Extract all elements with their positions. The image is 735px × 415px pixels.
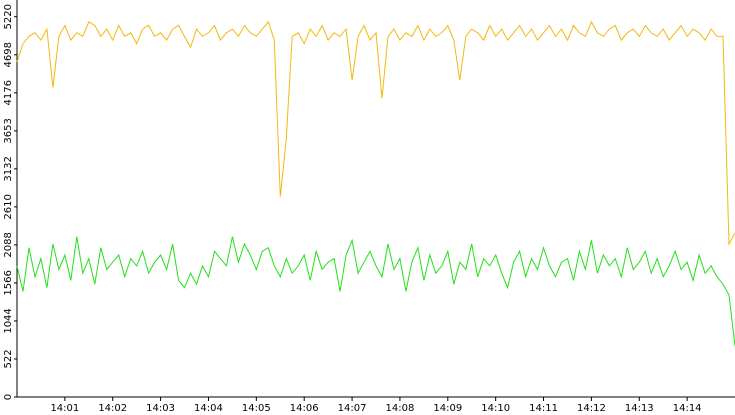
x-tick-label: 14:03 (146, 403, 175, 414)
x-tick-label: 14:01 (50, 403, 79, 414)
x-tick-label: 14:02 (98, 403, 127, 414)
x-tick-label: 14:05 (242, 403, 271, 414)
y-tick-label: 3653 (3, 118, 14, 143)
y-tick-label: 2610 (3, 194, 14, 219)
y-tick-label: 1044 (3, 308, 14, 333)
y-tick-label: 0 (3, 394, 14, 400)
x-tick-label: 14:07 (338, 403, 367, 414)
x-tick-label: 14:12 (577, 403, 606, 414)
y-tick-label: 4698 (3, 42, 14, 67)
y-tick-label: 4176 (3, 80, 14, 105)
x-tick-label: 14:06 (290, 403, 319, 414)
x-tick-label: 14:10 (481, 403, 510, 414)
x-tick-label: 14:04 (194, 403, 223, 414)
y-tick-label: 1566 (3, 270, 14, 295)
x-tick-label: 14:08 (386, 403, 415, 414)
data-line (16, 20, 735, 246)
x-tick-label: 14:13 (625, 403, 654, 414)
y-tick-label: 3132 (3, 156, 14, 181)
x-tick-label: 14:14 (673, 403, 702, 414)
x-tick-label: 14:09 (433, 403, 462, 414)
y-tick-label: 522 (3, 349, 14, 368)
y-tick-label: 2088 (3, 232, 14, 257)
y-tick-label: 5220 (3, 4, 14, 29)
data-line (16, 236, 735, 347)
x-tick-label: 14:11 (529, 403, 558, 414)
